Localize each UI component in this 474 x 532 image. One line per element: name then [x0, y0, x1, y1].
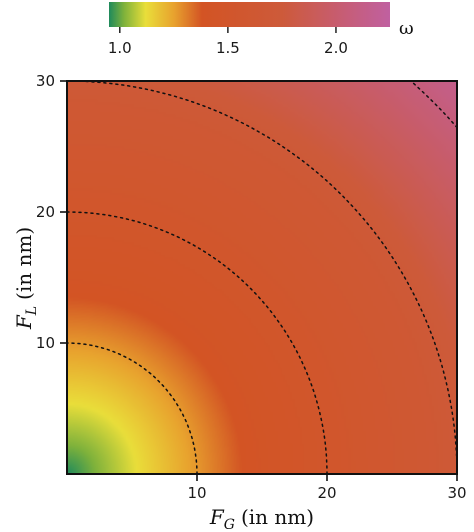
- contour-line: [67, 81, 457, 474]
- y-axis-title: FL(in nm): [12, 227, 40, 330]
- contour-lines: [67, 81, 457, 474]
- colorbar-ticks: 1.0 1.5 2.0: [108, 27, 348, 57]
- colorbar-tick-label: 2.0: [324, 39, 348, 57]
- x-tick-label: 20: [317, 484, 336, 502]
- y-tick-label: 30: [36, 72, 55, 90]
- heatmap-surface: [67, 81, 457, 474]
- colorbar-tick-label: 1.0: [108, 39, 132, 57]
- x-tick-label: 30: [447, 484, 466, 502]
- y-tick-label: 10: [36, 334, 55, 352]
- colorbar-label: ω: [399, 18, 414, 39]
- x-axis-title: FG (in nm): [209, 505, 314, 532]
- y-axis-ticks: 10 20 30: [36, 72, 67, 352]
- x-axis-ticks: 10 20 30: [187, 474, 467, 502]
- plot-frame: [66, 80, 458, 475]
- colorbar: [109, 2, 390, 27]
- colorbar-tick-label: 1.5: [216, 39, 240, 57]
- contour-line: [67, 342, 198, 474]
- contour-line: [67, 211, 328, 474]
- y-tick-label: 20: [36, 203, 55, 221]
- x-tick-label: 10: [187, 484, 206, 502]
